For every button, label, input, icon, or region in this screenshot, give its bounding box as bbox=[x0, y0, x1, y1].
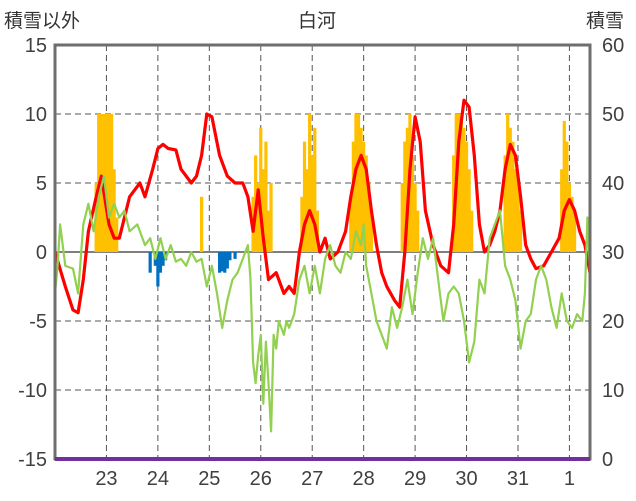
right-tick-label: 20 bbox=[602, 311, 624, 333]
bar-snow_depth_bars bbox=[459, 114, 463, 252]
bar-snow_depth_bars bbox=[511, 141, 515, 252]
bar-snow_depth_bars bbox=[112, 169, 116, 252]
bar-snow_depth_bars bbox=[470, 210, 474, 252]
bar-snow_depth_bars bbox=[416, 210, 420, 252]
bar-snow_depth_bars bbox=[457, 114, 461, 252]
bar-negative_bars bbox=[228, 252, 232, 261]
bar-negative_bars bbox=[233, 252, 237, 259]
x-tick-label: 27 bbox=[301, 468, 323, 490]
bar-snow_depth_bars bbox=[264, 141, 268, 252]
x-tick-label: 24 bbox=[147, 468, 169, 490]
bar-snow_depth_bars bbox=[109, 114, 114, 252]
right-tick-label: 30 bbox=[602, 242, 624, 264]
x-tick-label: 31 bbox=[507, 468, 529, 490]
bar-snow_depth_bars bbox=[266, 210, 271, 252]
bar-snow_depth_bars bbox=[567, 183, 572, 252]
bar-snow_depth_bars bbox=[354, 114, 358, 252]
x-tick-label: 1 bbox=[564, 468, 575, 490]
right-tick-label: 50 bbox=[602, 104, 624, 126]
line-green_series bbox=[53, 175, 592, 433]
bar-snow_depth_bars bbox=[300, 196, 304, 252]
chart-title: 白河 bbox=[298, 11, 337, 32]
x-tick-label: 25 bbox=[198, 468, 220, 490]
left-tick-label: -15 bbox=[18, 449, 47, 471]
bar-snow_depth_bars bbox=[503, 155, 507, 252]
right-tick-label: 10 bbox=[602, 380, 624, 402]
bar-negative_bars bbox=[161, 252, 165, 266]
right-tick-label: 40 bbox=[602, 173, 624, 195]
left-tick-label: 0 bbox=[36, 242, 47, 264]
bar-snow_depth_bars bbox=[413, 183, 417, 252]
bar-snow_depth_bars bbox=[560, 169, 564, 252]
bar-negative_bars bbox=[156, 252, 160, 287]
bar-snow_depth_bars bbox=[104, 114, 109, 252]
bar-snow_depth_bars bbox=[269, 183, 273, 252]
left-axis-label: 積雪以外 bbox=[4, 11, 81, 32]
bar-snow_depth_bars bbox=[508, 127, 512, 252]
bar-snow_depth_bars bbox=[313, 127, 317, 252]
bar-snow_depth_bars bbox=[516, 183, 520, 252]
left-tick-label: -5 bbox=[29, 311, 47, 333]
bar-snow_depth_bars bbox=[369, 210, 373, 252]
bar-snow_depth_bars bbox=[518, 210, 523, 252]
bar-negative_bars bbox=[148, 252, 152, 273]
bar-snow_depth_bars bbox=[462, 127, 466, 252]
bar-snow_depth_bars bbox=[310, 155, 314, 252]
x-tick-label: 23 bbox=[95, 468, 117, 490]
bar-snow_depth_bars bbox=[356, 114, 361, 252]
bar-snow_depth_bars bbox=[367, 183, 371, 252]
bar-snow_depth_bars bbox=[351, 141, 355, 252]
right-tick-label: 0 bbox=[602, 449, 613, 471]
x-tick-label: 26 bbox=[250, 468, 272, 490]
left-tick-label: 10 bbox=[25, 104, 47, 126]
bar-snow_depth_bars bbox=[467, 169, 471, 252]
bar-negative_bars bbox=[225, 252, 229, 269]
bar-negative_bars bbox=[158, 252, 163, 273]
bar-snow_depth_bars bbox=[359, 127, 363, 252]
bar-snow_depth_bars bbox=[565, 141, 569, 252]
bar-snow_depth_bars bbox=[403, 141, 407, 252]
x-tick-label: 29 bbox=[404, 468, 426, 490]
bar-negative_bars bbox=[220, 252, 224, 272]
bar-snow_depth_bars bbox=[107, 114, 111, 252]
left-tick-label: -10 bbox=[18, 380, 47, 402]
bar-snow_depth_bars bbox=[364, 155, 368, 252]
bar-snow_depth_bars bbox=[261, 169, 265, 252]
bar-snow_depth_bars bbox=[362, 141, 366, 252]
bar-snow_depth_bars bbox=[400, 183, 404, 252]
line-red_series bbox=[53, 98, 592, 315]
bar-snow_depth_bars bbox=[464, 141, 469, 252]
bar-snow_depth_bars bbox=[302, 141, 307, 252]
right-axis-label: 積雪 bbox=[586, 11, 625, 32]
bar-snow_depth_bars bbox=[506, 114, 510, 252]
bar-snow_depth_bars bbox=[513, 169, 518, 252]
bar-snow_depth_bars bbox=[562, 120, 566, 253]
bar-snow_depth_bars bbox=[305, 169, 309, 252]
bar-snow_depth_bars bbox=[115, 217, 119, 252]
left-tick-label: 15 bbox=[25, 35, 47, 57]
bar-snow_depth_bars bbox=[572, 210, 577, 252]
bar-snow_depth_bars bbox=[256, 183, 260, 252]
bar-snow_depth_bars bbox=[200, 196, 204, 252]
right-tick-label: 60 bbox=[602, 35, 624, 57]
bar-negative_bars bbox=[223, 252, 227, 273]
bar-snow_depth_bars bbox=[349, 196, 353, 252]
x-tick-label: 30 bbox=[455, 468, 477, 490]
bar-snow_depth_bars bbox=[259, 127, 263, 252]
bar-negative_bars bbox=[218, 252, 222, 273]
x-tick-label: 28 bbox=[353, 468, 375, 490]
bar-snow_depth_bars bbox=[308, 114, 312, 252]
left-tick-label: 5 bbox=[36, 173, 47, 195]
bar-snow_depth_bars bbox=[410, 155, 415, 252]
bar-snow_depth_bars bbox=[570, 196, 574, 252]
